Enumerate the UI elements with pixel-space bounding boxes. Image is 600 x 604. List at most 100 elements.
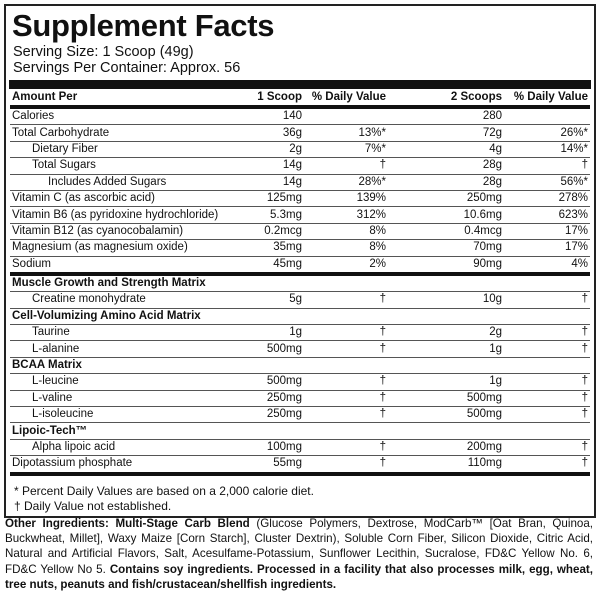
dv-1-scoop: † <box>304 390 388 408</box>
dv-1-scoop <box>304 422 388 440</box>
dv-1-scoop <box>304 357 388 375</box>
serving-size: Serving Size: 1 Scoop (49g) <box>13 44 194 60</box>
nutrient-name: Vitamin B6 (as pyridoxine hydrochloride) <box>10 206 232 224</box>
amount-2-scoops: 70mg <box>388 239 504 257</box>
amount-2-scoops <box>388 422 504 440</box>
header-dv-1: % Daily Value <box>311 90 386 103</box>
dv-1-scoop: † <box>304 291 388 309</box>
nutrient-name: Lipoic-Tech™ <box>10 422 232 440</box>
dv-1-scoop: † <box>304 373 388 391</box>
amount-2-scoops <box>388 357 504 375</box>
nutrient-name: L-valine <box>10 390 232 408</box>
amount-1-scoop: 5g <box>232 291 304 309</box>
dv-1-scoop: 139% <box>304 190 388 208</box>
amount-2-scoops: 110mg <box>388 455 504 476</box>
amount-1-scoop: 5.3mg <box>232 206 304 224</box>
table-row: L-isoleucine 250mg † 500mg † <box>10 406 590 424</box>
amount-1-scoop: 2g <box>232 141 304 159</box>
amount-1-scoop: 500mg <box>232 373 304 391</box>
amount-2-scoops: 500mg <box>388 406 504 424</box>
other-ingredients-label: Other Ingredients: Multi-Stage Carb Blen… <box>5 517 250 530</box>
amount-1-scoop <box>232 273 304 293</box>
section-row: Lipoic-Tech™ <box>10 422 590 440</box>
table-row: Alpha lipoic acid 100mg † 200mg † <box>10 439 590 457</box>
table-row: Magnesium (as magnesium oxide) 35mg 8% 70mg… <box>10 239 590 257</box>
amount-2-scoops: 28g <box>388 174 504 191</box>
nutrient-name: Magnesium (as magnesium oxide) <box>10 239 232 257</box>
other-ingredients: Other Ingredients: Multi-Stage Carb Blen… <box>5 516 593 592</box>
dv-2-scoops <box>504 109 590 126</box>
amount-1-scoop: 0.2mcg <box>232 223 304 241</box>
dv-1-scoop <box>304 109 388 126</box>
dv-2-scoops: † <box>504 455 590 476</box>
dv-1-scoop: 28%* <box>304 174 388 191</box>
dv-1-scoop: 8% <box>304 239 388 257</box>
section-row: BCAA Matrix <box>10 357 590 375</box>
amount-1-scoop: 45mg <box>232 256 304 276</box>
dv-2-scoops: † <box>504 439 590 457</box>
dv-1-scoop: † <box>304 324 388 342</box>
nutrient-name: Muscle Growth and Strength Matrix <box>10 273 232 293</box>
amount-2-scoops: 200mg <box>388 439 504 457</box>
amount-1-scoop: 140 <box>232 109 304 126</box>
amount-1-scoop <box>232 422 304 440</box>
table-row: L-leucine 500mg † 1g † <box>10 373 590 391</box>
dv-2-scoops <box>504 273 590 293</box>
table-row: Sodium 45mg 2% 90mg 4% <box>10 256 590 276</box>
amount-2-scoops <box>388 308 504 326</box>
nutrient-name: L-isoleucine <box>10 406 232 424</box>
nutrient-name: Includes Added Sugars <box>10 174 232 191</box>
dv-1-scoop: † <box>304 340 388 358</box>
nutrient-name: Cell-Volumizing Amino Acid Matrix <box>10 308 232 326</box>
table-row: Dipotassium phosphate 55mg † 110mg † <box>10 455 590 476</box>
amount-1-scoop: 35mg <box>232 239 304 257</box>
table-row: Total Carbohydrate 36g 13%* 72g 26%* <box>10 124 590 142</box>
amount-2-scoops: 10.6mg <box>388 206 504 224</box>
dv-2-scoops <box>504 357 590 375</box>
amount-2-scoops: 2g <box>388 324 504 342</box>
table-row: L-valine 250mg † 500mg † <box>10 390 590 408</box>
dv-1-scoop <box>304 273 388 293</box>
table-row: Vitamin C (as ascorbic acid) 125mg 139% 250… <box>10 190 590 208</box>
nutrient-name: L-alanine <box>10 340 232 358</box>
dv-2-scoops: † <box>504 406 590 424</box>
table-row: Total Sugars 14g † 28g † <box>10 157 590 175</box>
amount-2-scoops: 4g <box>388 141 504 159</box>
header-1-scoop: 1 Scoop <box>257 90 302 103</box>
dv-2-scoops <box>504 422 590 440</box>
section-row: Muscle Growth and Strength Matrix <box>10 273 590 293</box>
amount-2-scoops: 250mg <box>388 190 504 208</box>
amount-1-scoop: 14g <box>232 174 304 191</box>
divider-thick <box>10 105 590 109</box>
nutrient-name: Vitamin C (as ascorbic acid) <box>10 190 232 208</box>
amount-2-scoops: 28g <box>388 157 504 175</box>
dv-2-scoops: 278% <box>504 190 590 208</box>
dv-1-scoop: 7%* <box>304 141 388 159</box>
facts-table: Amount Per 1 Scoop % Daily Value 2 Scoop… <box>10 89 590 476</box>
nutrient-name: Sodium <box>10 256 232 276</box>
table-row: Vitamin B12 (as cyanocobalamin) 0.2mcg 8% 0… <box>10 223 590 241</box>
header-2-scoops: 2 Scoops <box>450 90 502 103</box>
dv-1-scoop: † <box>304 455 388 476</box>
amount-2-scoops <box>388 273 504 293</box>
amount-2-scoops: 500mg <box>388 390 504 408</box>
amount-1-scoop: 100mg <box>232 439 304 457</box>
amount-2-scoops: 10g <box>388 291 504 309</box>
dv-1-scoop: † <box>304 157 388 175</box>
amount-1-scoop <box>232 357 304 375</box>
table-row: Includes Added Sugars 14g 28%* 28g 56%* <box>10 174 590 191</box>
table-row: Dietary Fiber 2g 7%* 4g 14%* <box>10 141 590 159</box>
nutrient-name: L-leucine <box>10 373 232 391</box>
table-row: Calories 140 280 <box>10 109 590 126</box>
allergen-statement: Contains soy ingredients. Processed in a… <box>5 562 593 591</box>
dv-1-scoop: 312% <box>304 206 388 224</box>
section-row: Cell-Volumizing Amino Acid Matrix <box>10 308 590 326</box>
amount-1-scoop: 250mg <box>232 406 304 424</box>
nutrient-name: Calories <box>10 109 232 126</box>
dv-2-scoops: † <box>504 291 590 309</box>
footnote-dagger: † Daily Value not established. <box>14 499 172 513</box>
dv-1-scoop: 2% <box>304 256 388 276</box>
dv-1-scoop: 13%* <box>304 124 388 142</box>
dv-2-scoops: † <box>504 157 590 175</box>
dv-2-scoops: † <box>504 390 590 408</box>
